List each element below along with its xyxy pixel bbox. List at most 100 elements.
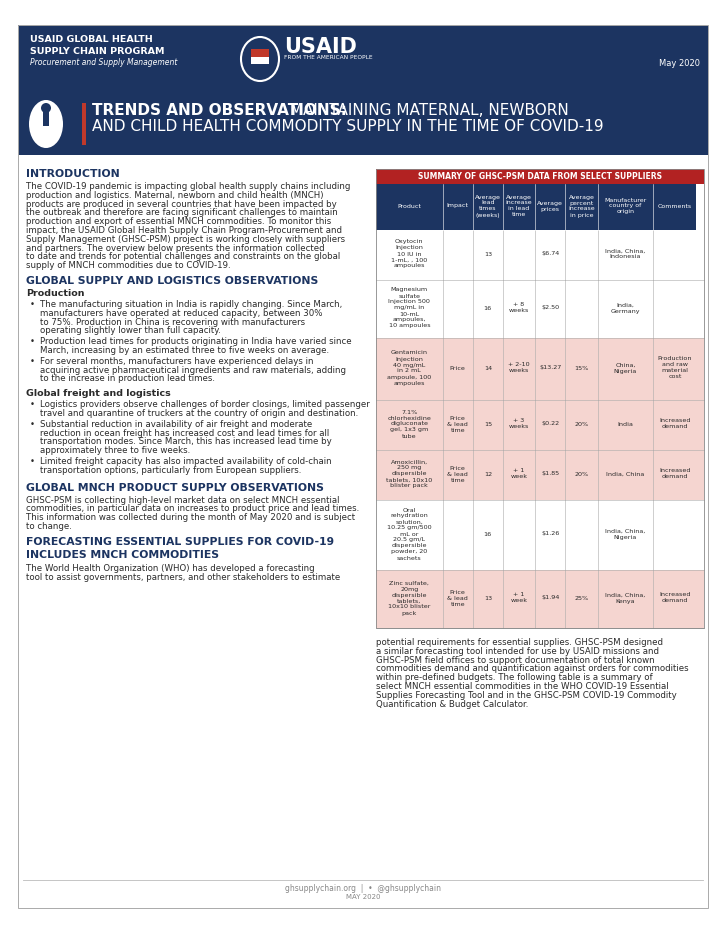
Text: SUPPLY CHAIN PROGRAM: SUPPLY CHAIN PROGRAM: [30, 47, 165, 56]
Text: production and logistics. Maternal, newborn and child health (MNCH): production and logistics. Maternal, newb…: [26, 191, 324, 200]
Text: Increased
demand: Increased demand: [659, 468, 690, 480]
Bar: [251, 49, 269, 57]
Text: Procurement and Supply Management: Procurement and Supply Management: [30, 58, 177, 67]
Text: GHSC-PSM field offices to support documentation of total known: GHSC-PSM field offices to support docume…: [376, 656, 655, 664]
Text: USAID: USAID: [284, 37, 357, 57]
Text: 20%: 20%: [574, 471, 589, 477]
Text: INTRODUCTION: INTRODUCTION: [26, 169, 120, 179]
Text: acquiring active pharmaceutical ingredients and raw materials, adding: acquiring active pharmaceutical ingredie…: [40, 366, 346, 375]
Bar: [43, 112, 49, 126]
Text: May 2020: May 2020: [659, 59, 700, 67]
Text: $1.26: $1.26: [541, 532, 560, 536]
Text: Amoxicillin,
250 mg
dispersible
tablets, 10x10
blister pack: Amoxicillin, 250 mg dispersible tablets,…: [386, 459, 433, 489]
Text: USAID GLOBAL HEALTH: USAID GLOBAL HEALTH: [30, 35, 152, 44]
Text: 20%: 20%: [574, 422, 589, 426]
Text: •: •: [30, 457, 35, 466]
Text: Price: Price: [450, 366, 465, 370]
Text: 16: 16: [484, 532, 492, 536]
Bar: [251, 57, 269, 64]
Text: tool to assist governments, partners, and other stakeholders to estimate: tool to assist governments, partners, an…: [26, 573, 340, 581]
Text: Supply Management (GHSC-PSM) project is working closely with suppliers: Supply Management (GHSC-PSM) project is …: [26, 235, 345, 244]
Bar: [473, 184, 503, 230]
Text: GLOBAL SUPPLY AND LOGISTICS OBSERVATIONS: GLOBAL SUPPLY AND LOGISTICS OBSERVATIONS: [26, 276, 318, 286]
Text: Increased
demand: Increased demand: [659, 592, 690, 604]
Text: Average
lead
times
(weeks): Average lead times (weeks): [475, 194, 501, 217]
Text: + 8
weeks: + 8 weeks: [509, 302, 529, 313]
Text: 13: 13: [484, 252, 492, 257]
Text: Product: Product: [397, 203, 421, 208]
Text: Production: Production: [26, 289, 84, 298]
Bar: [566, 184, 597, 230]
Text: $6.74: $6.74: [541, 252, 559, 257]
Bar: [82, 103, 86, 145]
Text: potential requirements for essential supplies. GHSC-PSM designed: potential requirements for essential sup…: [376, 638, 663, 647]
Text: Increased
demand: Increased demand: [659, 419, 690, 429]
Text: GHSC-PSM is collecting high-level market data on select MNCH essential: GHSC-PSM is collecting high-level market…: [26, 495, 340, 505]
Bar: [376, 169, 704, 184]
Bar: [251, 64, 269, 71]
Text: travel and quarantine of truckers at the country of origin and destination.: travel and quarantine of truckers at the…: [40, 409, 358, 418]
Bar: [443, 184, 473, 230]
Bar: [376, 450, 704, 500]
Bar: [376, 230, 704, 280]
Text: Average
percent
increase
in price: Average percent increase in price: [568, 194, 595, 217]
Text: Limited freight capacity has also impacted availability of cold-chain: Limited freight capacity has also impact…: [40, 457, 332, 466]
Text: reduction in ocean freight has increased cost and lead times for all: reduction in ocean freight has increased…: [40, 428, 330, 438]
Text: China,
Nigeria: China, Nigeria: [614, 363, 637, 373]
Text: •: •: [30, 356, 35, 366]
Text: commodities, in particular data on increases to product price and lead times.: commodities, in particular data on incre…: [26, 505, 359, 513]
Text: India, China,
Nigeria: India, China, Nigeria: [605, 528, 645, 539]
Text: Supplies Forecasting Tool and in the GHSC-PSM COVID-19 Commodity: Supplies Forecasting Tool and in the GHS…: [376, 690, 677, 700]
Text: + 3
weeks: + 3 weeks: [509, 419, 529, 429]
Text: FORECASTING ESSENTIAL SUPPLIES FOR COVID-19: FORECASTING ESSENTIAL SUPPLIES FOR COVID…: [26, 536, 334, 547]
Bar: [18, 25, 708, 93]
Bar: [376, 570, 704, 628]
Text: $1.85: $1.85: [541, 471, 559, 477]
Bar: [376, 184, 443, 230]
Text: $2.50: $2.50: [541, 305, 559, 311]
Text: 15%: 15%: [574, 366, 589, 370]
Bar: [376, 169, 704, 628]
Text: For several months, manufacturers have experienced delays in: For several months, manufacturers have e…: [40, 356, 314, 366]
Text: March, increasing by an estimated three to five weeks on average.: March, increasing by an estimated three …: [40, 346, 329, 355]
Text: 15: 15: [484, 422, 492, 426]
Text: Price
& lead
time: Price & lead time: [447, 590, 468, 606]
Text: Oxytocin
Injection
10 IU in
1-mL, , 100
ampoules: Oxytocin Injection 10 IU in 1-mL, , 100 …: [391, 240, 428, 269]
Text: within pre-defined budgets. The following table is a summary of: within pre-defined budgets. The followin…: [376, 674, 653, 682]
Text: AND CHILD HEALTH COMMODITY SUPPLY IN THE TIME OF COVID-19: AND CHILD HEALTH COMMODITY SUPPLY IN THE…: [92, 119, 603, 134]
Text: SUMMARY OF GHSC-PSM DATA FROM SELECT SUPPLIERS: SUMMARY OF GHSC-PSM DATA FROM SELECT SUP…: [418, 172, 662, 181]
Text: •: •: [30, 337, 35, 346]
Text: India: India: [618, 422, 633, 426]
Text: Logistics providers observe challenges of border closings, limited passenger: Logistics providers observe challenges o…: [40, 400, 370, 410]
Text: Magnesium
sulfate
Injection 500
mg/mL in
10-mL
ampoules,
10 ampoules: Magnesium sulfate Injection 500 mg/mL in…: [388, 287, 431, 328]
Text: 25%: 25%: [574, 595, 589, 601]
Text: The manufacturing situation in India is rapidly changing. Since March,: The manufacturing situation in India is …: [40, 300, 342, 309]
Text: to change.: to change.: [26, 522, 72, 531]
Text: + 1
week: + 1 week: [510, 468, 528, 480]
Text: Impact: Impact: [446, 203, 469, 208]
Text: Price
& lead
time: Price & lead time: [447, 415, 468, 433]
Text: India, China,
Kenya: India, China, Kenya: [605, 592, 645, 604]
Text: Manufacturer
country of
origin: Manufacturer country of origin: [604, 198, 647, 215]
Text: Zinc sulfate,
20mg
dispersible
tablets,
10x10 blister
pack: Zinc sulfate, 20mg dispersible tablets, …: [388, 580, 431, 616]
Circle shape: [41, 103, 51, 113]
Text: TRENDS AND OBSERVATIONS:: TRENDS AND OBSERVATIONS:: [92, 103, 347, 118]
Text: INCLUDES MNCH COMMODITIES: INCLUDES MNCH COMMODITIES: [26, 550, 219, 560]
Text: This information was collected during the month of May 2020 and is subject: This information was collected during th…: [26, 513, 355, 522]
Text: Quantification & Budget Calculator.: Quantification & Budget Calculator.: [376, 700, 529, 708]
Text: commodities demand and quantification against orders for commodities: commodities demand and quantification ag…: [376, 664, 689, 674]
Text: $1.94: $1.94: [541, 595, 560, 601]
Text: manufacturers have operated at reduced capacity, between 30%: manufacturers have operated at reduced c…: [40, 309, 322, 318]
Text: India, China,
Indonesia: India, China, Indonesia: [605, 248, 645, 259]
Text: 14: 14: [484, 366, 492, 370]
Bar: [376, 500, 704, 570]
Text: supply of MNCH commodities due to COVID-19.: supply of MNCH commodities due to COVID-…: [26, 261, 231, 271]
Text: India,
Germany: India, Germany: [611, 302, 640, 313]
Text: Oral
rehydration
solution,
10.25 gm/500
mL or
20.5 gm/L
dispersible
powder, 20
s: Oral rehydration solution, 10.25 gm/500 …: [387, 508, 432, 561]
Text: Production lead times for products originating in India have varied since: Production lead times for products origi…: [40, 337, 351, 346]
Text: transportation modes. Since March, this has increased lead time by: transportation modes. Since March, this …: [40, 438, 332, 446]
Text: 7.1%
chlorhexidine
digluconate
gel, 1x3 gm
tube: 7.1% chlorhexidine digluconate gel, 1x3 …: [388, 410, 431, 439]
Text: 12: 12: [484, 471, 492, 477]
Text: MAY 2020: MAY 2020: [346, 894, 380, 900]
Text: Substantial reduction in availability of air freight and moderate: Substantial reduction in availability of…: [40, 420, 312, 429]
